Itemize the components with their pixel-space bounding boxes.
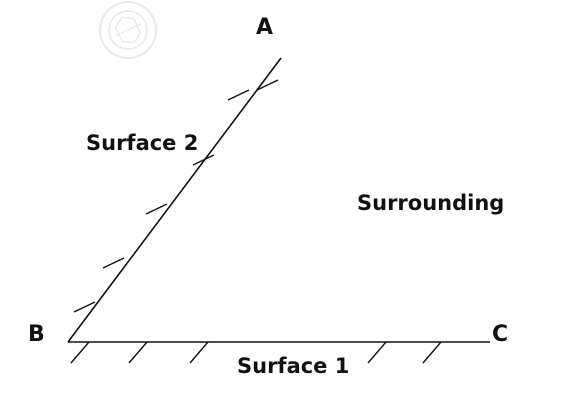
surface-2-label: Surface 2 — [86, 131, 198, 155]
seal-icon — [99, 1, 157, 59]
point-c-label: C — [492, 322, 508, 347]
surface-1-hatching — [70, 341, 442, 364]
surface-2-line — [67, 57, 282, 343]
surface-1-label: Surface 1 — [237, 354, 349, 378]
surrounding-label: Surrounding — [357, 191, 504, 215]
point-b-label: B — [28, 322, 45, 347]
surface-2-hatching — [73, 79, 279, 313]
point-a-label: A — [256, 15, 273, 40]
